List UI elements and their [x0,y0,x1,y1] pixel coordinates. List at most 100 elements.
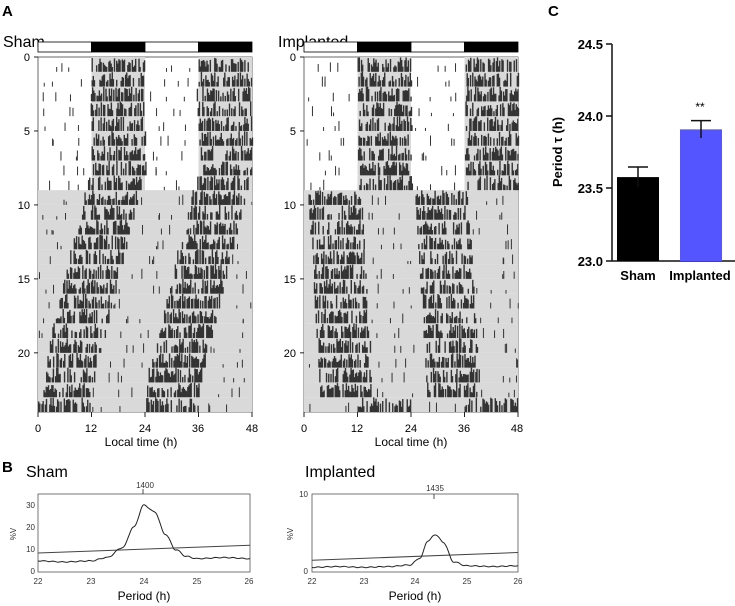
activity-mark [51,405,53,412]
activity-mark [108,160,110,176]
activity-mark [443,193,445,205]
activity-mark [189,256,191,265]
activity-mark [100,117,102,131]
activity-mark [158,286,160,294]
activity-mark [450,389,452,398]
activity-mark [448,285,451,294]
activity-mark [201,268,203,279]
activity-mark [216,297,218,309]
activity-mark [152,391,154,398]
activity-mark [129,93,132,102]
activity-mark [331,387,333,398]
activity-mark [96,199,99,205]
activity-mark [344,390,346,398]
activity-mark [196,358,199,368]
activity-mark [196,299,198,309]
activity-mark [93,331,95,339]
activity-mark [436,212,438,220]
activity-mark [327,362,329,368]
activity-mark [73,250,75,265]
activity-mark [228,65,230,72]
activity-mark [371,107,374,117]
activity-mark [382,92,384,102]
activity-mark [454,211,456,220]
activity-mark [47,356,49,368]
activity-mark [195,369,197,383]
activity-mark [235,210,238,220]
activity-mark [192,357,194,368]
activity-mark [222,287,224,294]
activity-mark [52,230,54,235]
activity-mark [94,92,96,102]
activity-mark [247,62,249,72]
activity-mark [97,266,100,279]
activity-mark [357,57,359,72]
activity-mark [475,79,477,87]
activity-mark [129,184,131,191]
activity-mark [489,89,491,102]
activity-mark [52,397,54,412]
activity-mark [472,102,474,117]
activity-mark [477,180,479,191]
activity-mark [69,285,72,294]
activity-mark [443,221,446,235]
activity-mark [95,344,97,353]
activity-mark [205,235,207,250]
activity-mark [459,383,461,398]
activity-mark [221,280,223,294]
activity-mark [441,214,444,220]
activity-mark [204,239,206,250]
activity-mark [116,116,118,131]
activity-mark [415,127,417,131]
activity-mark [386,160,389,176]
activity-mark [183,287,185,294]
activity-mark [360,266,363,279]
activity-mark [91,377,94,383]
activity-mark [205,170,207,176]
activity-mark [428,314,430,324]
activity-mark [444,254,447,265]
activity-mark [322,225,324,235]
activity-mark [334,347,336,353]
activity-mark [211,309,214,324]
activity-mark [58,318,60,324]
activity-mark [451,332,453,339]
activity-mark [378,167,381,176]
activity-mark [367,89,370,102]
panel-a-label: A [2,3,13,20]
activity-mark [448,386,450,398]
activity-mark [75,403,78,412]
activity-mark [117,225,119,235]
x-tick: 23 [87,577,96,586]
actogram-implanted-x-ticks: 0 12 24 36 48 [301,423,523,435]
activity-mark [80,79,82,87]
activity-mark [363,310,365,324]
activity-mark [226,117,228,131]
activity-mark [506,59,509,72]
activity-mark [193,224,195,235]
activity-mark [132,167,135,176]
activity-mark [462,355,464,368]
activity-mark [440,284,443,294]
activity-mark [244,116,246,131]
activity-mark [65,400,68,412]
activity-mark [362,224,365,235]
activity-mark [107,152,109,161]
activity-mark [395,404,397,412]
activity-mark [83,406,86,412]
activity-mark [455,92,457,102]
activity-mark [354,329,356,339]
activity-mark [396,405,398,412]
activity-mark [497,150,499,161]
activity-mark [446,193,449,205]
activity-mark [217,239,219,250]
activity-mark [178,186,180,191]
activity-mark [234,212,237,220]
activity-mark [406,66,408,72]
activity-mark [492,62,494,72]
activity-mark [440,389,442,398]
activity-mark [194,315,196,324]
activity-mark [205,311,207,324]
activity-mark [439,376,441,383]
activity-mark [343,358,346,368]
